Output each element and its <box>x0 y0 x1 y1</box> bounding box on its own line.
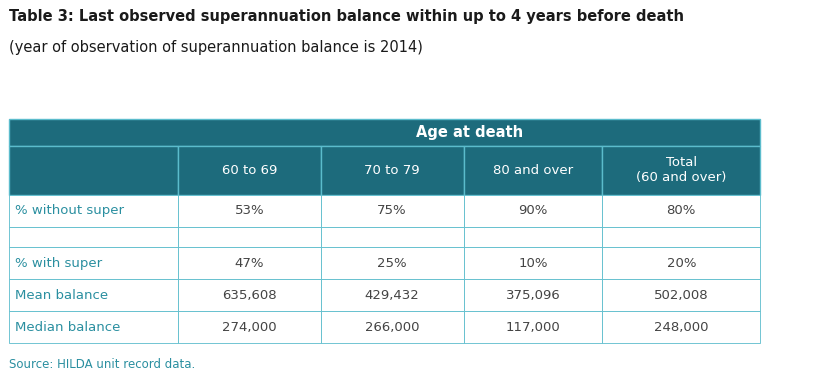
Text: 80 and over: 80 and over <box>493 164 573 177</box>
Bar <box>178 247 321 279</box>
Text: 80%: 80% <box>667 204 696 217</box>
Bar <box>9 195 178 227</box>
Bar <box>602 146 760 195</box>
Bar <box>464 311 602 343</box>
Text: 47%: 47% <box>235 257 264 269</box>
Bar <box>321 247 464 279</box>
Text: Source: HILDA unit record data.: Source: HILDA unit record data. <box>9 358 196 371</box>
Bar <box>178 279 321 311</box>
Text: % with super: % with super <box>16 257 102 269</box>
Text: Table 3: Last observed superannuation balance within up to 4 years before death: Table 3: Last observed superannuation ba… <box>9 9 684 25</box>
Bar <box>321 227 464 247</box>
Bar <box>602 247 760 279</box>
Bar <box>178 227 321 247</box>
Text: 429,432: 429,432 <box>365 288 420 302</box>
Bar <box>464 279 602 311</box>
Bar <box>464 146 602 195</box>
Bar <box>602 311 760 343</box>
Text: Mean balance: Mean balance <box>16 288 108 302</box>
Text: 20%: 20% <box>667 257 696 269</box>
Text: 266,000: 266,000 <box>365 321 420 334</box>
Bar <box>321 279 464 311</box>
Text: 502,008: 502,008 <box>654 288 708 302</box>
Bar <box>464 195 602 227</box>
Text: Median balance: Median balance <box>16 321 120 334</box>
Bar <box>9 227 178 247</box>
Bar <box>602 279 760 311</box>
Text: % without super: % without super <box>16 204 124 217</box>
Text: 25%: 25% <box>377 257 407 269</box>
Text: 117,000: 117,000 <box>506 321 560 334</box>
Bar <box>178 195 321 227</box>
Text: 10%: 10% <box>519 257 548 269</box>
Bar <box>9 279 178 311</box>
Text: 75%: 75% <box>377 204 407 217</box>
Bar <box>178 311 321 343</box>
Text: 375,096: 375,096 <box>506 288 560 302</box>
Bar <box>178 146 321 195</box>
Bar <box>602 195 760 227</box>
Bar <box>9 247 178 279</box>
Bar <box>9 119 760 146</box>
Bar <box>321 195 464 227</box>
Bar <box>464 227 602 247</box>
Bar <box>321 146 464 195</box>
Text: (year of observation of superannuation balance is 2014): (year of observation of superannuation b… <box>9 40 423 55</box>
Text: Total
(60 and over): Total (60 and over) <box>636 156 726 184</box>
Text: 248,000: 248,000 <box>654 321 708 334</box>
Bar <box>464 247 602 279</box>
Bar <box>9 311 178 343</box>
Text: 90%: 90% <box>519 204 548 217</box>
Bar <box>9 146 178 195</box>
Bar <box>321 311 464 343</box>
Text: 53%: 53% <box>235 204 264 217</box>
Text: 70 to 79: 70 to 79 <box>364 164 420 177</box>
Text: 274,000: 274,000 <box>222 321 276 334</box>
Text: 635,608: 635,608 <box>222 288 276 302</box>
Bar <box>602 227 760 247</box>
Text: 60 to 69: 60 to 69 <box>222 164 277 177</box>
Text: Age at death: Age at death <box>416 125 523 140</box>
